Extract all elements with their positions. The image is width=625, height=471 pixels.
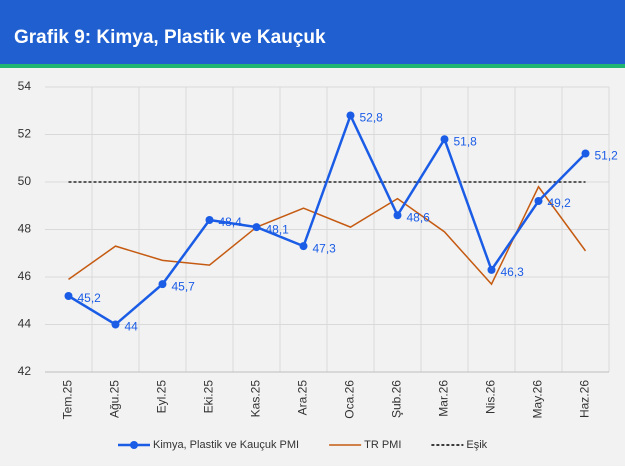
x-tick-label: Tem.25 — [61, 380, 75, 420]
data-label: 52,8 — [360, 111, 384, 125]
data-label: 48,4 — [219, 215, 243, 229]
x-tick-label: Eyl.25 — [155, 380, 169, 414]
series-line — [67, 112, 587, 327]
marker — [111, 320, 120, 329]
y-tick-label: 52 — [18, 127, 32, 141]
y-tick-label: 50 — [18, 174, 32, 188]
data-label: 51,2 — [595, 149, 619, 163]
marker — [487, 265, 496, 274]
data-label: 47,3 — [313, 241, 337, 255]
data-label: 45,2 — [78, 291, 102, 305]
legend-label: Eşik — [466, 439, 487, 451]
y-tick-label: 54 — [18, 79, 32, 93]
y-tick-label: 46 — [18, 269, 32, 283]
marker — [346, 111, 355, 120]
marker — [158, 280, 167, 289]
data-label: 45,7 — [172, 279, 196, 293]
x-tick-label: Haz.26 — [578, 380, 592, 418]
x-tick-label: Eki.25 — [202, 380, 216, 414]
marker — [64, 292, 73, 300]
x-tick-label: Kas.25 — [249, 380, 263, 418]
data-label: 51,8 — [454, 134, 478, 148]
data-label: 48,6 — [407, 210, 431, 224]
x-tick-label: Ağu.25 — [108, 380, 122, 418]
x-tick-label: Şub.26 — [390, 380, 404, 418]
data-label: 46,3 — [501, 265, 525, 279]
x-tick-label: Ara.25 — [296, 380, 310, 416]
marker — [581, 149, 590, 158]
y-tick-label: 44 — [18, 317, 32, 331]
marker — [252, 223, 261, 232]
marker — [393, 211, 402, 220]
x-tick-label: Mar.26 — [437, 380, 451, 417]
data-label: 49,2 — [548, 196, 572, 210]
marker — [440, 135, 449, 144]
legend-label: TR PMI — [364, 439, 401, 451]
x-tick-label: Nis.26 — [484, 380, 498, 414]
chart-title: Grafik 9: Kimya, Plastik ve Kauçuk — [14, 27, 326, 48]
data-label: 44 — [125, 320, 139, 334]
data-label: 48,1 — [266, 222, 290, 236]
series-line — [68, 185, 587, 286]
x-tick-label: Oca.26 — [343, 380, 357, 419]
marker — [205, 216, 214, 224]
legend-label: Kimya, Plastik ve Kauçuk PMI — [153, 439, 299, 451]
header-stripe — [0, 64, 625, 68]
legend-marker — [130, 441, 138, 449]
marker — [299, 242, 308, 251]
x-tick-label: May.26 — [531, 380, 545, 419]
header — [0, 0, 625, 64]
y-tick-label: 42 — [18, 364, 32, 378]
y-tick-label: 48 — [18, 222, 32, 236]
marker — [534, 197, 543, 205]
